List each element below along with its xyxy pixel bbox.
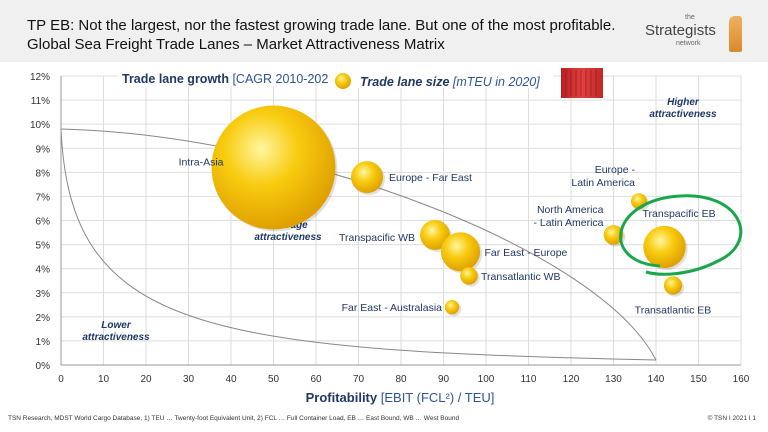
bubble-far-east-australasia (444, 300, 460, 315)
subtitle: Global Sea Freight Trade Lanes – Market … (27, 36, 445, 53)
x-axis-title: Profitability [EBIT (FCL²) / TEU] (306, 390, 495, 405)
zone-higher: Higher attractiveness (649, 97, 717, 120)
bubble-label: Transpacific WB (339, 232, 415, 244)
x-tick-label: 140 (648, 374, 665, 385)
bubble-label: Transatlantic WB (481, 271, 561, 283)
y-tick-label: 2% (36, 313, 51, 324)
y-tick-label: 3% (36, 289, 51, 300)
bubble-label: Far East - Europe (485, 247, 568, 259)
y-tick-label: 7% (36, 192, 51, 203)
copyright: © TSN I 2021 I 1 (707, 415, 756, 422)
size-legend-label: Trade lane size [mTEU in 2020] (360, 75, 540, 89)
size-legend-bubble (335, 73, 351, 89)
bubble-label: Intra-Asia (179, 157, 224, 169)
x-tick-label: 90 (438, 374, 450, 385)
bubble-far-east-europe (440, 232, 481, 272)
y-tick-label: 11% (31, 96, 50, 107)
highlight-circle (619, 194, 743, 276)
x-tick-label: 100 (478, 374, 495, 385)
attractiveness-curve-upper (60, 128, 657, 361)
attractiveness-curve-lower (60, 128, 657, 361)
y-tick-label: 6% (36, 217, 51, 228)
y-axis-title-unit: [CAGR 2010-2020] (229, 72, 339, 86)
size-legend-unit: [mTEU in 2020] (449, 75, 540, 89)
x-tick-label: 20 (140, 374, 152, 385)
title: TP EB: Not the largest, nor the fastest … (27, 17, 616, 34)
bubble-label: Transpacific EB (643, 208, 716, 220)
y-tick-label: 5% (36, 241, 51, 252)
bubble-label: North America - Latin America (533, 204, 603, 229)
footnote: TSN Research, MDST World Cargo Database,… (8, 415, 460, 422)
y-axis-title-bold: Trade lane growth (122, 72, 229, 86)
logo: the Strategists network (645, 14, 745, 54)
size-legend-bg (328, 70, 553, 88)
logo-network: network (676, 40, 701, 47)
bubble-label: Europe -Latin America (571, 164, 635, 189)
bubble-intra-asia (211, 105, 336, 230)
container-icon (561, 68, 603, 98)
x-tick-label: 60 (310, 374, 322, 385)
x-axis-title-unit: [EBIT (FCL²) / TEU] (377, 390, 494, 405)
bubble-transpacific-wb (420, 219, 450, 250)
x-tick-label: 150 (690, 374, 707, 385)
bubble-chart: 0 10 20 30 40 50 60 70 80 90 100 110 120 130 140 150 160… (30, 68, 750, 405)
logo-name: Strategists (645, 22, 716, 39)
bubble-label: Europe - Far East (389, 172, 472, 184)
y-tick-label: 9% (36, 144, 51, 155)
y-tick-label: 12% (30, 72, 50, 83)
zone-lower: Lower attractiveness (82, 320, 150, 343)
y-tick-label: 8% (36, 168, 51, 179)
bubble-transatlantic-wb (460, 267, 478, 285)
chess-knight-icon (729, 16, 742, 52)
header: TP EB: Not the largest, nor the fastest … (0, 0, 768, 62)
x-tick-label: 120 (563, 374, 580, 385)
x-tick-label: 0 (58, 374, 64, 385)
y-tick-label: 1% (36, 337, 51, 348)
logo-the: the (685, 14, 695, 21)
bubble-north-america-latin-america (603, 225, 624, 245)
y-tick-label: 10% (30, 120, 50, 131)
x-tick-label: 130 (605, 374, 622, 385)
bubble-label: Transatlantic EB (635, 305, 712, 317)
bubble-label: Far East - Australasia (342, 302, 443, 314)
y-axis-title: Trade lane growth [CAGR 2010-2020] (122, 72, 339, 86)
x-tick-label: 110 (521, 374, 537, 385)
x-tick-label: 80 (395, 374, 407, 385)
x-tick-label: 70 (353, 374, 365, 385)
bubble-transatlantic-eb (663, 276, 683, 295)
ylabel-bg (118, 70, 300, 86)
size-legend-bold: Trade lane size (360, 75, 449, 89)
x-axis-title-bold: Profitability (306, 390, 378, 405)
bubble-europe-far-east (351, 161, 383, 194)
bubble-transpacific-eb (643, 225, 686, 269)
x-tick-label: 30 (183, 374, 195, 385)
x-tick-label: 160 (733, 374, 750, 385)
x-tick-label: 10 (98, 374, 110, 385)
y-tick-label: 4% (36, 265, 51, 276)
y-tick-label: 0% (36, 361, 51, 372)
x-tick-label: 50 (268, 374, 280, 385)
x-tick-label: 40 (225, 374, 237, 385)
